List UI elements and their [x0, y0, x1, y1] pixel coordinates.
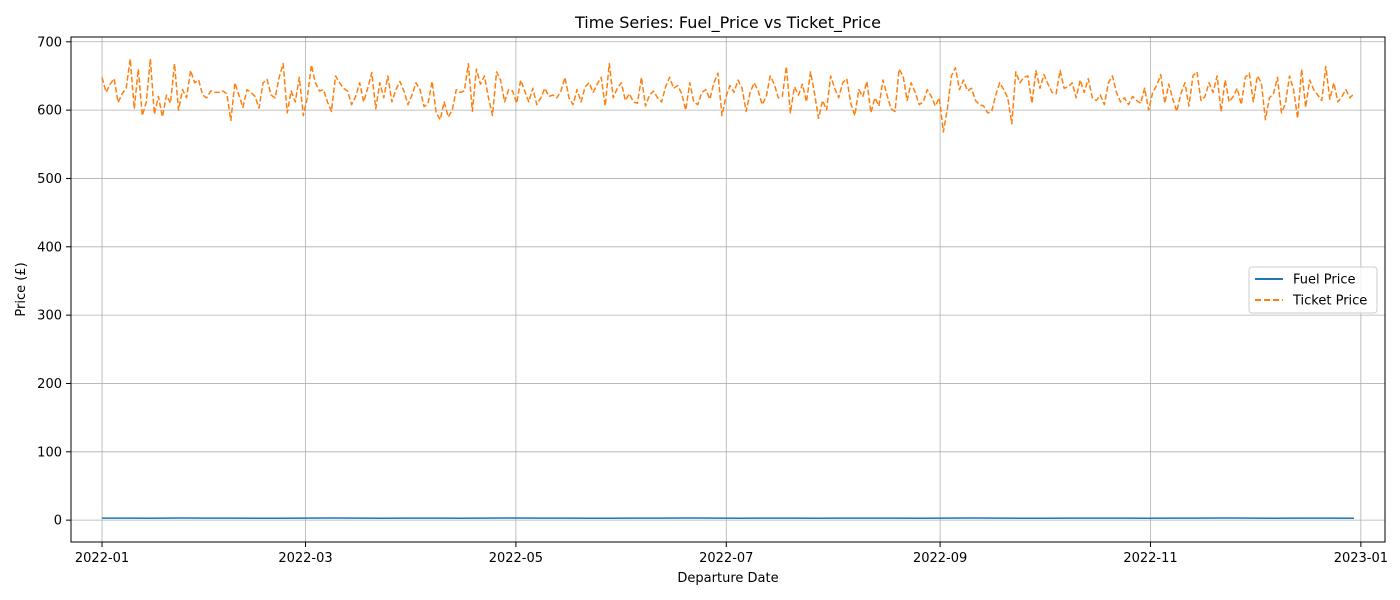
legend: Fuel Price Ticket Price [1248, 266, 1378, 314]
y-tick-label: 600 [37, 104, 62, 119]
x-tick-label: 2022-03 [278, 551, 332, 566]
y-tick-label: 300 [37, 309, 62, 324]
y-tick-label: 700 [37, 35, 62, 50]
plot-frame [70, 36, 1386, 543]
y-axis-label: Price (£) [14, 262, 29, 316]
series-layer [101, 58, 1355, 520]
y-tick-label: 400 [37, 240, 62, 255]
grid [71, 37, 1385, 542]
series-line-ticket-price [101, 58, 1355, 133]
y-tick-label: 0 [54, 514, 62, 529]
y-tick-label: 200 [37, 377, 62, 392]
x-tick-label: 2022-11 [1123, 551, 1177, 566]
legend-label-ticket-price: Ticket Price [1292, 294, 1367, 309]
x-tick-label: 2022-07 [699, 551, 753, 566]
legend-label-fuel-price: Fuel Price [1293, 273, 1355, 288]
y-tick-label: 100 [37, 445, 62, 460]
x-axis: 2022-01 2022-03 2022-05 2022-07 2022-09 2022-… [75, 542, 1388, 566]
x-axis-label: Departure Date [677, 571, 778, 586]
y-axis: 0 100 200 300 400 500 600 700 [37, 35, 71, 529]
x-tick-label: 2022-05 [489, 551, 543, 566]
y-tick-label: 500 [37, 172, 62, 187]
chart-title: Time Series: Fuel_Price vs Ticket_Price [574, 13, 881, 33]
x-tick-label: 2022-01 [75, 551, 129, 566]
x-tick-label: 2023-01 [1334, 551, 1388, 566]
x-tick-label: 2022-09 [913, 551, 967, 566]
